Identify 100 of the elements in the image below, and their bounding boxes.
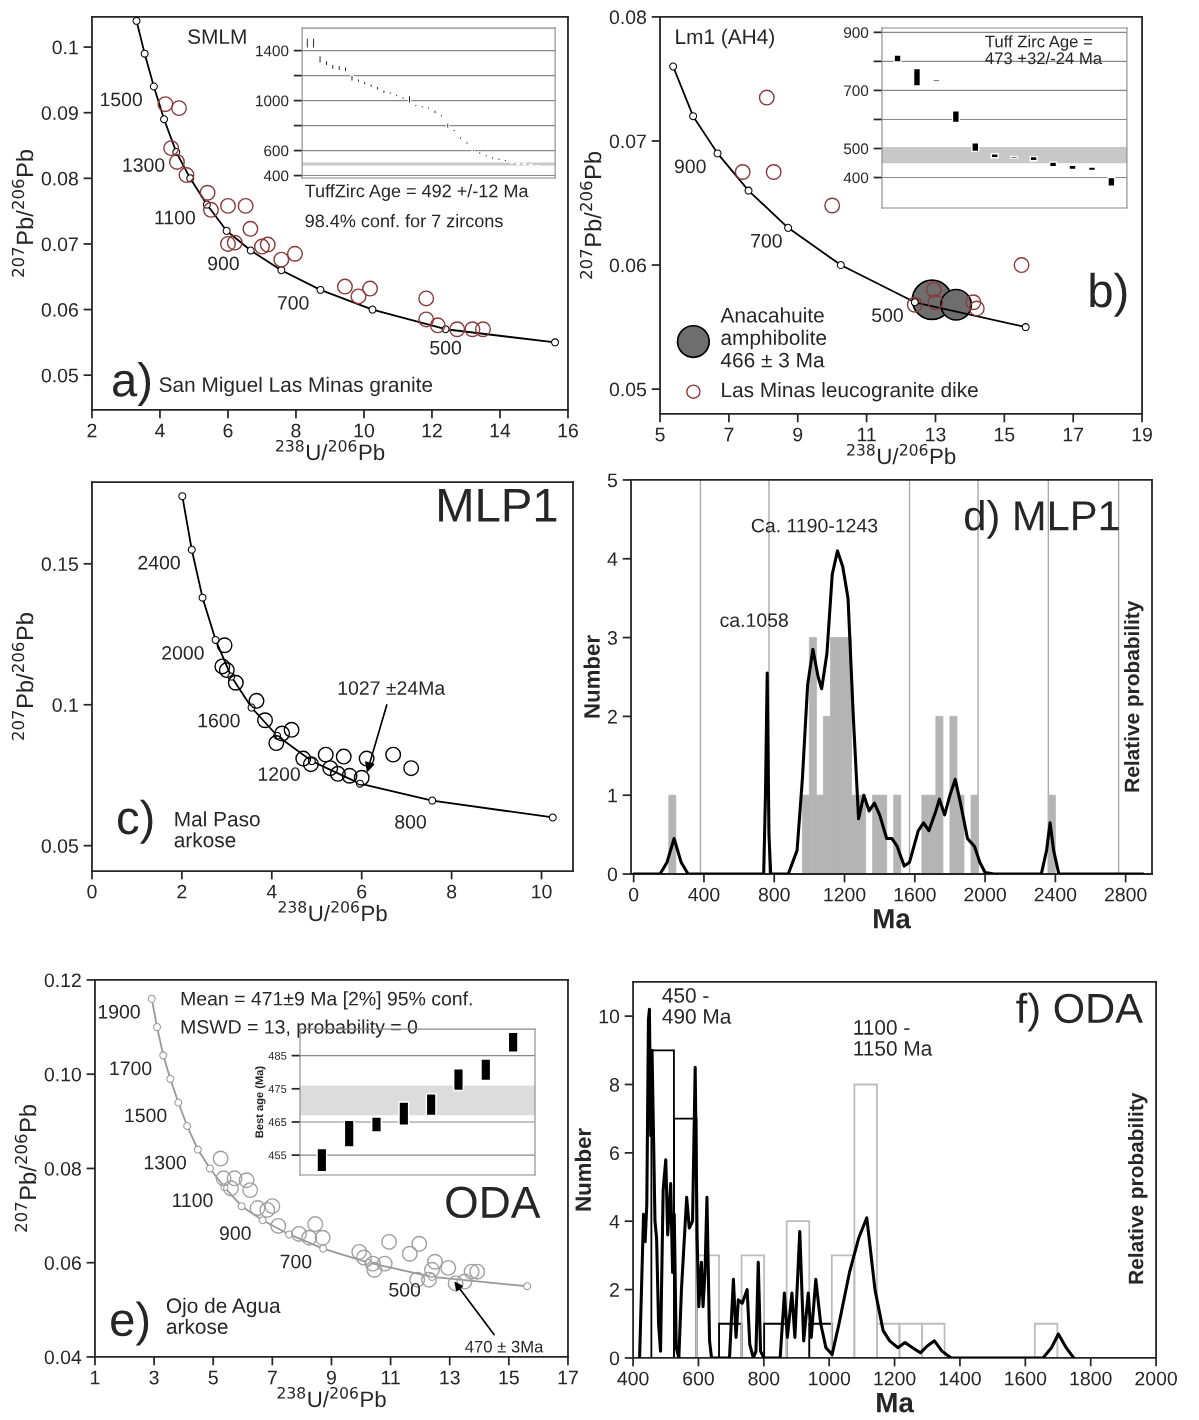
y2-axis-title: Relative probability (1124, 600, 1144, 792)
annotation: 2400 (138, 555, 180, 570)
annotation: 900 (219, 1226, 251, 1241)
annotation: 700 (751, 233, 782, 248)
y-tick-label: 0.06 (44, 1256, 81, 1270)
y-axis-title: $^{207}$Pb/$^{206}$Pb (11, 613, 34, 740)
annotation: TuffZirc Age = 492 +/-12 Ma (305, 184, 529, 201)
annotation: 2000 (162, 645, 204, 660)
y-tick-label: 1 (608, 788, 617, 803)
y-tick-label: 0.09 (41, 106, 78, 120)
annotation: 1900 (98, 1004, 140, 1019)
y-tick-label: 0.08 (609, 10, 647, 25)
annotation: Lm1 (AH4) (676, 28, 774, 49)
x-tick-label: 1200 (824, 887, 866, 902)
y-tick-label: 400 (843, 172, 869, 184)
annotation: 98.4% conf. for 7 zircons (305, 214, 503, 228)
y-tick-label: 0.1 (52, 40, 78, 55)
x-tick-label: 5 (655, 427, 665, 442)
y-tick-label: 2 (608, 709, 617, 724)
x-tick-label: 15 (995, 427, 1015, 442)
annotation: 1300 (144, 1155, 186, 1170)
annotation: f) ODA (1016, 992, 1143, 1032)
x-tick-label: 2800 (1105, 887, 1147, 902)
x-tick-label: 1200 (874, 1371, 916, 1386)
y-tick-label: 0.04 (44, 1350, 82, 1365)
x-tick-label: 800 (748, 1371, 780, 1386)
x-axis-title: $^{238}$U/$^{206}$Pb (276, 439, 385, 461)
x-tick-label: 13 (440, 1370, 460, 1385)
y-tick-label: 0.07 (609, 134, 646, 149)
y-tick-label: 0.05 (41, 839, 78, 853)
x-tick-label: 8 (291, 423, 301, 438)
y-tick-label: 600 (264, 145, 289, 157)
x-tick-label: 17 (558, 1370, 578, 1385)
y-tick-label: 2 (610, 1283, 619, 1297)
x-tick-label: 3 (149, 1370, 159, 1385)
annotation: San Miguel Las Minas granite (159, 376, 433, 397)
x-tick-label: 12 (422, 423, 442, 438)
x-tick-label: 7 (267, 1370, 277, 1385)
annotation: 1500 (100, 92, 142, 107)
x-tick-label: 1800 (1070, 1371, 1112, 1386)
x-tick-label: 10 (532, 884, 552, 899)
y-tick-label: 8 (609, 1077, 620, 1092)
annotation: 900 (674, 159, 706, 174)
x-tick-label: 1000 (809, 1371, 851, 1386)
y-tick-label: 5 (607, 473, 618, 488)
y-tick-label: 0.08 (41, 171, 78, 186)
y-tick-label: 455 (268, 1151, 287, 1160)
annotation: Ojo de Agua arkose (166, 1297, 281, 1334)
y-axis-title: Number (583, 635, 600, 718)
y-axis-title: Number (574, 1128, 592, 1211)
x-tick-label: 19 (1132, 427, 1152, 442)
y-tick-label: 0.12 (44, 973, 81, 988)
annotation: 1027 ±24Ma (338, 681, 446, 695)
y-tick-label: 1400 (256, 45, 289, 57)
y-tick-label: 0.15 (41, 557, 78, 572)
y-tick-label: 0.05 (41, 368, 78, 383)
y-tick-label: 0.06 (609, 258, 646, 273)
y-tick-label: 500 (843, 143, 869, 155)
x-tick-label: 9 (793, 427, 803, 442)
annotation: a) (113, 362, 151, 406)
annotation: SMLM (188, 29, 246, 44)
y2-axis-title: Relative probability (1128, 1092, 1148, 1284)
y-tick-label: 700 (844, 85, 869, 97)
x-tick-label: 0 (87, 884, 97, 899)
annotation: 1300 (123, 158, 165, 172)
x-tick-label: 2000 (964, 887, 1006, 902)
x-tick-label: 10 (354, 423, 375, 438)
annotation: 1100 (155, 210, 196, 225)
annotation: 1500 (125, 1108, 167, 1123)
annotation: MLP1 (439, 489, 557, 522)
x-tick-label: 15 (499, 1370, 519, 1385)
y-tick-label: 0.05 (609, 382, 647, 397)
x-tick-label: 17 (1063, 427, 1084, 442)
x-tick-label: 16 (558, 423, 578, 438)
annotation: 450 - 490 Ma (662, 988, 732, 1024)
legend-label: Anacahuite amphibolite 466 ± 3 Ma (720, 307, 827, 368)
y-tick-label: 6 (610, 1146, 620, 1161)
y-tick-label: 0 (607, 867, 618, 882)
x-tick-label: 400 (688, 887, 720, 902)
annotation: 500 (872, 308, 903, 323)
x-tick-label: 5 (208, 1370, 218, 1385)
x-tick-label: 11 (381, 1370, 400, 1385)
x-tick-label: 4 (155, 423, 165, 438)
annotation: 700 (280, 1254, 312, 1269)
y-tick-label: 400 (263, 170, 289, 182)
annotation: 1600 (198, 713, 240, 728)
x-tick-label: 2000 (1135, 1371, 1177, 1386)
annotation: d) MLP1 (965, 499, 1119, 539)
x-axis-title: Ma (874, 909, 911, 929)
y-tick-label: 4 (607, 552, 618, 566)
x-tick-label: 800 (758, 887, 790, 902)
y-axis-title: $^{207}$Pb/$^{206}$Pb (579, 151, 602, 279)
x-tick-label: 2 (87, 423, 97, 438)
x-tick-label: 1 (91, 1370, 100, 1385)
x-tick-label: 13 (926, 427, 946, 442)
y-tick-label: 10 (599, 1009, 620, 1024)
annotation: ODA (446, 1186, 541, 1219)
x-axis-title: $^{238}$U/$^{206}$Pb (847, 443, 956, 465)
annotation: MSWD = 13, probability = 0 (181, 1019, 418, 1038)
annotation: Mean = 471±9 Ma [2%] 95% conf. (181, 991, 472, 1010)
